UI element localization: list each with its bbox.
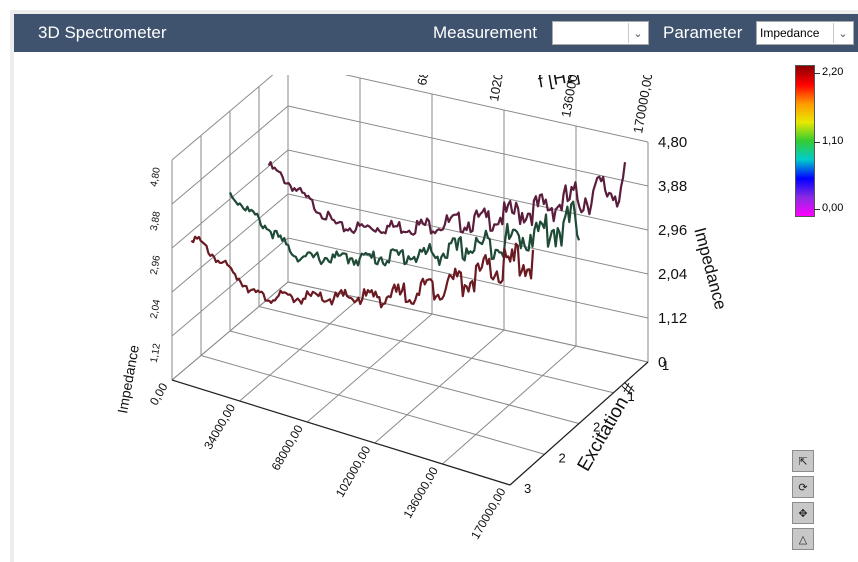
floor-grid-line: [200, 355, 545, 455]
z-tick-label: 2,96: [658, 222, 687, 239]
left-z-tick-label: 2,96: [149, 254, 163, 276]
z-tick-label: 1,12: [658, 310, 687, 327]
series-line-excitation-2: [228, 192, 581, 267]
app-title: 3D Spectrometer: [38, 23, 167, 42]
excitation-tick-label: 2: [593, 420, 600, 435]
left-z-tick-label: 3,88: [149, 210, 163, 232]
colorbar-label-max: 2,20: [822, 66, 844, 78]
excitation-tick-label: 3: [524, 481, 531, 496]
back-wall-grid-line: [344, 75, 649, 143]
series-line-excitation-1: [267, 160, 627, 236]
axis-line: [171, 379, 511, 486]
x-tick-label-front: 68000,00: [269, 422, 306, 473]
plot-area[interactable]: 0 1,12 2,04 2,96 3,88 4,80 Impedance 1,12 2,04 2,…: [38, 75, 776, 542]
excitation-tick-label: 1: [662, 358, 669, 373]
excitation-tick-label: 1: [628, 389, 635, 404]
pan-icon: ✥: [798, 507, 808, 520]
pan-button[interactable]: ✥: [792, 502, 814, 524]
back-wall-grid-line: [287, 281, 649, 363]
z-tick-label: 3,88: [658, 178, 687, 195]
floor-grid-line: [229, 330, 580, 424]
back-wall-grid-line: [287, 149, 649, 231]
colorbar-tick: [814, 209, 820, 210]
zoom-extents-icon: ⇱: [798, 455, 808, 468]
measurement-select[interactable]: ⌄: [552, 21, 649, 45]
colorbar-label-min: 0,00: [822, 202, 844, 214]
x-tick-label-front: 136000,00: [401, 464, 442, 520]
colorbar-label-mid: 1,10: [822, 135, 844, 147]
x-tick-label-top: 68000,00: [414, 75, 438, 87]
z-tick-label: 0: [658, 354, 666, 371]
excitation-tick-label: 2: [559, 450, 566, 465]
x-tick-label-top: 102000,00: [486, 75, 511, 103]
axis-view-icon: △: [798, 533, 808, 546]
chevron-down-icon[interactable]: ⌄: [833, 23, 852, 43]
x-tick-label-front: 34000,00: [201, 401, 238, 452]
parameter-select[interactable]: Impedance ⌄: [756, 21, 854, 45]
x-tick-label-front: 102000,00: [333, 443, 374, 499]
axis-line: [509, 361, 649, 486]
measurement-label: Measurement: [433, 23, 537, 42]
left-wall-grid-line: [171, 75, 274, 161]
series-line-excitation-3: [190, 235, 535, 309]
colorbar-tick: [814, 73, 820, 74]
zoom-extents-button[interactable]: ⇱: [792, 450, 814, 472]
x-tick-label-front: 170000,00: [468, 485, 509, 541]
left-wall-grid-line: [171, 149, 289, 249]
back-wall-grid-line: [287, 105, 649, 187]
rotate-button[interactable]: ⟳: [792, 476, 814, 498]
back-wall-grid-line: [287, 237, 649, 319]
excitation-axis-title: Excitation #: [574, 379, 642, 475]
color-scale-bar: [795, 65, 815, 217]
x-tick-label-front: 0,00: [147, 380, 171, 408]
x-tick-label-top: 170000,00: [630, 75, 655, 135]
colorbar-tick: [814, 142, 820, 143]
z-axis-title: Impedance: [690, 225, 730, 311]
parameter-value: Impedance: [760, 26, 820, 40]
left-z-tick-label: 1,12: [149, 342, 163, 364]
z-tick-label: 4,80: [658, 134, 687, 151]
left-z-tick-label: 2,04: [149, 298, 163, 320]
parameter-label: Parameter: [663, 23, 743, 42]
left-wall-grid-line: [171, 105, 289, 205]
floor-grid-line: [258, 306, 614, 394]
header-bar: 3D Spectrometer Measurement ⌄ Parameter …: [14, 14, 858, 52]
chevron-down-icon[interactable]: ⌄: [628, 23, 647, 43]
left-z-axis-title: Impedance: [114, 343, 142, 414]
left-z-tick-label: 4,80: [149, 166, 163, 188]
3d-graph[interactable]: 01,122,042,963,884,80Impedance1,122,042,…: [38, 75, 776, 542]
left-wall-grid-line: [171, 281, 289, 381]
left-wall-grid-line: [171, 237, 289, 337]
axis-view-button[interactable]: △: [792, 528, 814, 550]
rotate-icon: ⟳: [798, 481, 808, 494]
left-wall-grid-line: [171, 193, 289, 293]
back-wall-grid-line: [287, 193, 649, 275]
z-tick-label: 2,04: [658, 266, 687, 283]
